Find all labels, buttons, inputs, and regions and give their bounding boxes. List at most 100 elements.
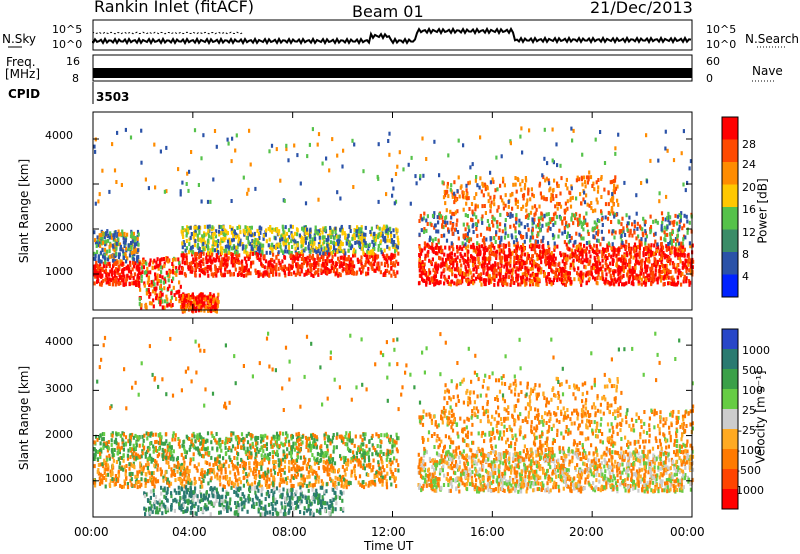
velocity-cell — [151, 432, 155, 437]
power-cell — [255, 246, 258, 251]
power-cell — [198, 304, 201, 309]
power-cell — [622, 273, 625, 278]
power-cell — [520, 235, 523, 240]
velocity-cell — [202, 446, 205, 451]
power-cell — [243, 229, 246, 234]
power-cell — [436, 269, 439, 274]
power-cell — [367, 266, 370, 271]
power-cell — [307, 268, 310, 273]
power-cell — [395, 247, 398, 252]
power-cell — [254, 268, 257, 273]
power-cell — [532, 247, 535, 252]
power-cell — [606, 264, 610, 269]
power-cell — [385, 257, 388, 262]
power-cell — [302, 226, 305, 231]
power-cell — [523, 271, 526, 276]
power-cell — [468, 237, 471, 242]
power-cell — [470, 279, 473, 284]
power-cell — [238, 236, 241, 241]
power-cell — [341, 164, 344, 169]
power-cell — [581, 152, 584, 157]
power-cell — [551, 258, 554, 263]
power-cell — [477, 252, 480, 257]
power-cell — [542, 270, 545, 274]
power-cell — [651, 250, 654, 255]
power-cell — [388, 131, 391, 136]
power-cell — [500, 263, 503, 268]
power-cell — [146, 270, 149, 275]
power-cell — [340, 224, 343, 229]
power-cell — [290, 272, 293, 277]
power-cell — [531, 192, 534, 197]
power-cell — [325, 250, 328, 255]
power-cell — [603, 161, 607, 165]
power-cell — [509, 259, 512, 264]
power-cell — [545, 212, 548, 217]
power-cell — [503, 183, 506, 188]
power-cell — [645, 234, 648, 239]
power-cell — [564, 265, 567, 270]
power-cell — [309, 228, 312, 233]
power-cell — [125, 235, 128, 240]
power-cell — [437, 229, 440, 234]
power-cell — [530, 187, 533, 192]
power-cell — [259, 253, 262, 258]
power-cell — [489, 170, 492, 175]
power-cell — [542, 243, 545, 248]
power-cell — [451, 272, 454, 277]
power-cell — [180, 253, 183, 258]
power-cell — [582, 236, 585, 241]
power-cell — [621, 254, 624, 259]
power-cell — [318, 232, 321, 237]
power-cell — [396, 245, 400, 250]
velocity-cell — [385, 457, 388, 462]
power-cell — [521, 252, 524, 257]
power-cell — [187, 265, 190, 270]
power-cell — [291, 233, 294, 238]
power-cell — [590, 206, 593, 211]
power-cell — [581, 278, 584, 283]
power-cell — [421, 217, 424, 222]
power-cell — [572, 262, 575, 267]
power-cell — [518, 230, 521, 235]
power-cell — [214, 299, 217, 304]
power-cell — [321, 161, 324, 166]
power-cell — [484, 211, 487, 215]
power-cell — [502, 249, 505, 254]
velocity-cell — [248, 465, 251, 470]
power-cell — [613, 250, 616, 254]
power-cell — [226, 239, 230, 244]
power-cell — [196, 226, 199, 231]
power-cell — [183, 309, 186, 314]
power-cell — [678, 271, 681, 276]
power-cell — [277, 243, 280, 247]
power-cell — [689, 244, 692, 249]
power-cell — [334, 271, 337, 276]
power-cell — [381, 227, 384, 232]
power-cell — [475, 245, 478, 250]
xtick-1: 04:00 — [172, 525, 207, 539]
power-cell — [602, 236, 605, 241]
power-cell — [601, 274, 604, 279]
power-cell — [200, 199, 203, 204]
power-cell — [200, 156, 203, 161]
power-cell — [181, 260, 184, 265]
power-cell — [429, 260, 433, 265]
power-cell — [203, 308, 206, 313]
power-cell — [327, 268, 330, 273]
power-cell — [631, 280, 634, 285]
power-cell — [195, 296, 198, 301]
power-cell — [676, 233, 679, 238]
power-cell — [614, 230, 617, 235]
power-cell — [224, 267, 227, 272]
power-cell — [453, 212, 456, 216]
power-cell — [652, 278, 655, 283]
power-cell — [628, 215, 631, 220]
power-cell — [464, 233, 467, 238]
power-cell — [525, 281, 528, 286]
power-cell — [654, 260, 657, 265]
power-cell — [649, 158, 652, 163]
power-cell — [450, 251, 453, 256]
power-cell — [531, 221, 534, 226]
power-cell — [270, 143, 274, 148]
